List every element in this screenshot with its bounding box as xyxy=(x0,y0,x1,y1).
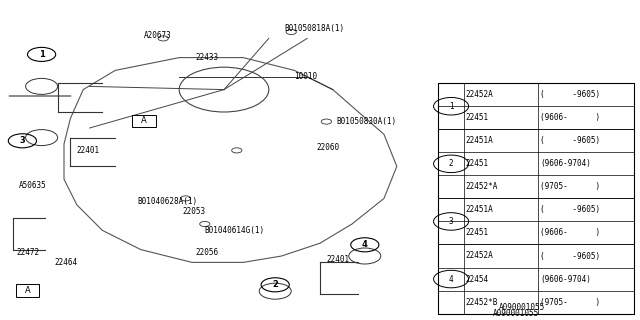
Text: 10010: 10010 xyxy=(294,72,317,81)
Text: (9606-      ): (9606- ) xyxy=(540,228,600,237)
Text: A: A xyxy=(141,116,147,125)
Text: (      -9605): ( -9605) xyxy=(540,205,600,214)
Text: 22452A: 22452A xyxy=(466,90,493,99)
Text: 4: 4 xyxy=(362,240,368,249)
Text: 22060: 22060 xyxy=(317,143,340,152)
Text: 3: 3 xyxy=(449,217,453,226)
Text: 22433: 22433 xyxy=(195,53,218,62)
Text: 22056: 22056 xyxy=(195,248,218,257)
Text: 22451: 22451 xyxy=(466,113,489,122)
Text: 3: 3 xyxy=(20,136,25,145)
Text: 22452*B: 22452*B xyxy=(466,298,498,307)
Text: (      -9605): ( -9605) xyxy=(540,136,600,145)
Text: 2: 2 xyxy=(272,280,278,289)
FancyBboxPatch shape xyxy=(132,115,156,127)
Text: 22451: 22451 xyxy=(466,228,489,237)
Text: A50635: A50635 xyxy=(19,181,47,190)
Text: (      -9605): ( -9605) xyxy=(540,90,600,99)
Text: 22401: 22401 xyxy=(77,146,100,155)
Text: (9606-9704): (9606-9704) xyxy=(540,275,591,284)
Text: 22454: 22454 xyxy=(466,275,489,284)
Text: (9705-      ): (9705- ) xyxy=(540,298,600,307)
Text: A090001055: A090001055 xyxy=(499,303,545,312)
FancyBboxPatch shape xyxy=(16,284,39,297)
Text: 22472: 22472 xyxy=(16,248,39,257)
Text: 22452*A: 22452*A xyxy=(466,182,498,191)
Text: 2: 2 xyxy=(449,159,453,168)
Text: (      -9605): ( -9605) xyxy=(540,252,600,260)
Text: 1: 1 xyxy=(38,50,45,59)
Text: 1: 1 xyxy=(449,102,453,111)
Text: (9606-      ): (9606- ) xyxy=(540,113,600,122)
Text: B01050818A(1): B01050818A(1) xyxy=(285,24,345,33)
Text: 22452A: 22452A xyxy=(466,252,493,260)
Text: 22451: 22451 xyxy=(466,159,489,168)
Text: 22451A: 22451A xyxy=(466,136,493,145)
Text: (9705-      ): (9705- ) xyxy=(540,182,600,191)
Bar xyxy=(438,83,634,314)
Text: 22464: 22464 xyxy=(54,258,77,267)
Text: A20673: A20673 xyxy=(144,31,172,40)
Text: 22451A: 22451A xyxy=(466,205,493,214)
Text: 4: 4 xyxy=(449,275,453,284)
Text: B01040614G(1): B01040614G(1) xyxy=(205,226,265,235)
Text: A: A xyxy=(25,286,30,295)
Text: B01050830A(1): B01050830A(1) xyxy=(336,117,396,126)
Text: 22053: 22053 xyxy=(182,207,205,216)
Text: (9606-9704): (9606-9704) xyxy=(540,159,591,168)
Text: A090001055: A090001055 xyxy=(493,309,539,318)
Text: B01040628A(1): B01040628A(1) xyxy=(138,197,198,206)
Text: 22401: 22401 xyxy=(326,255,349,264)
